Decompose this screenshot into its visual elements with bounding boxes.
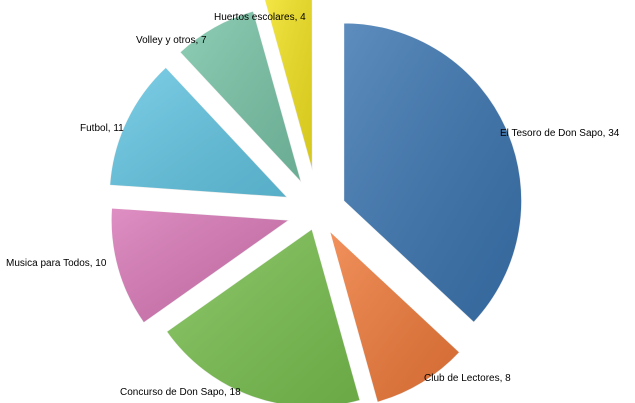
pie-slice-futbol xyxy=(109,66,289,198)
slice-label-musica-para-todos: Musica para Todos, 10 xyxy=(6,258,107,269)
pie-slice-shading-huertos-escolares xyxy=(264,0,313,171)
slice-label-huertos-escolares: Huertos escolares, 4 xyxy=(214,12,306,23)
pie-slice-shading-el-tesoro-de-don-sapo xyxy=(343,22,522,323)
slice-label-el-tesoro-de-don-sapo: El Tesoro de Don Sapo, 34 xyxy=(500,128,620,139)
pie-slice-shading-concurso-de-don-sapo xyxy=(166,228,360,403)
slice-label-concurso-de-don-sapo: Concurso de Don Sapo, 18 xyxy=(120,387,241,398)
pie-slice-shading-musica-para-todos xyxy=(111,207,290,323)
pie-slice-club-de-lectores xyxy=(328,229,461,403)
pie-slice-concurso-de-don-sapo xyxy=(165,228,361,403)
pie-slice-el-tesoro-de-don-sapo xyxy=(343,22,523,324)
labels-layer: El Tesoro de Don Sapo, 34 Club de Lectore… xyxy=(6,12,620,398)
slices-layer xyxy=(109,0,523,403)
pie-slice-musica-para-todos xyxy=(110,207,291,324)
pie-slice-shading-futbol xyxy=(109,67,288,198)
pie-slice-huertos-escolares xyxy=(264,0,313,171)
slice-label-futbol: Futbol, 11 xyxy=(80,123,124,134)
pie-slice-shading-volley-y-otros xyxy=(179,10,302,183)
slice-label-volley-y-otros: Volley y otros, 7 xyxy=(136,35,207,46)
pie-slice-volley-y-otros xyxy=(179,10,302,183)
slice-label-club-de-lectores: Club de Lectores, 8 xyxy=(424,373,511,384)
pie-slice-shading-club-de-lectores xyxy=(329,230,460,403)
